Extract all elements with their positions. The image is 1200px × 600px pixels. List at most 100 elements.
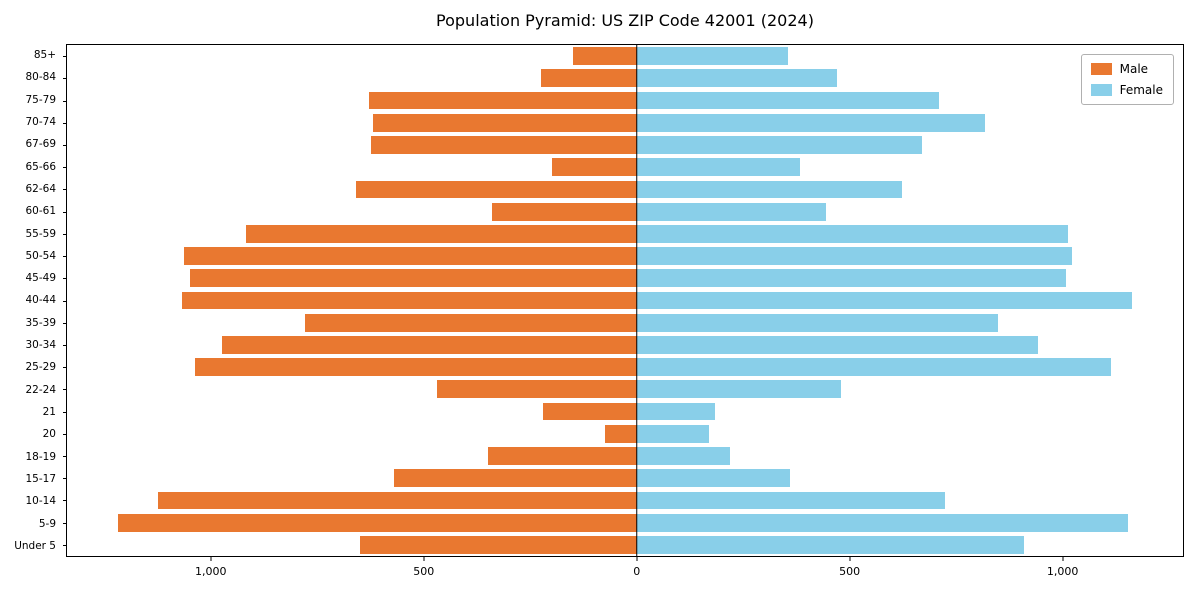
female-bar-30-34 [636, 336, 1039, 354]
y-tick-label: 5-9 [38, 517, 56, 530]
female-bar-25-29 [636, 358, 1111, 377]
y-tick-label: 35-39 [25, 316, 56, 329]
female-bar-40-44 [636, 291, 1132, 310]
female-bar-55-59 [636, 224, 1069, 243]
male-bar-Under 5 [360, 536, 637, 554]
y-tick-mark [63, 122, 67, 124]
x-tick-mark [849, 557, 851, 561]
y-tick-label: 15-17 [25, 472, 56, 485]
y-tick-mark [63, 500, 67, 502]
y-tick-label: 18-19 [25, 450, 56, 463]
female-bar-75-79 [636, 91, 939, 110]
female-bar-85+ [636, 47, 788, 65]
y-tick-mark [63, 189, 67, 191]
male-bar-18-19 [487, 447, 637, 465]
y-tick-label: 45-49 [25, 272, 56, 285]
x-tick-mark [210, 557, 212, 561]
x-tick-mark [423, 557, 425, 561]
y-tick-mark [63, 144, 67, 146]
y-axis-labels: 85+ 80-84 75-79 70-74 67-69 65-66 62-64 60-61 55… [0, 44, 60, 557]
y-tick-label: 25-29 [25, 361, 56, 374]
legend: Male Female [1080, 54, 1174, 105]
y-tick-mark [63, 211, 67, 213]
legend-label-female: Female [1119, 83, 1163, 97]
y-tick-mark [63, 389, 67, 391]
female-bar-5-9 [636, 513, 1128, 532]
y-tick-mark [63, 278, 67, 280]
female-bar-70-74 [636, 113, 986, 132]
y-tick-label: 30-34 [25, 339, 56, 352]
male-bar-30-34 [222, 336, 637, 354]
male-bar-5-9 [118, 513, 637, 532]
y-tick-label: 80-84 [25, 71, 56, 84]
y-tick-label: 55-59 [25, 227, 56, 240]
y-tick-mark [63, 300, 67, 302]
y-tick-mark [63, 78, 67, 80]
male-bar-80-84 [541, 69, 637, 88]
male-bar-62-64 [356, 180, 637, 199]
y-tick-label: 70-74 [25, 116, 56, 129]
y-tick-mark [63, 322, 67, 324]
male-bar-55-59 [245, 224, 637, 243]
female-bar-80-84 [636, 69, 837, 88]
zero-axis-line [635, 45, 638, 556]
female-bar-67-69 [636, 136, 922, 154]
y-tick-mark [63, 367, 67, 369]
male-bar-67-69 [370, 136, 637, 154]
x-tick-label: 500 [839, 565, 861, 578]
y-tick-mark [63, 233, 67, 235]
female-bar-62-64 [636, 180, 903, 199]
male-bar-35-39 [305, 313, 637, 332]
male-bar-15-17 [394, 469, 637, 488]
female-bar-50-54 [636, 247, 1073, 265]
y-tick-label: 60-61 [25, 205, 56, 218]
male-bar-40-44 [181, 291, 637, 310]
female-bar-15-17 [636, 469, 790, 488]
female-bar-60-61 [636, 202, 826, 221]
y-tick-label: 75-79 [25, 93, 56, 106]
y-tick-label: 85+ [33, 49, 56, 62]
y-tick-mark [63, 56, 67, 58]
y-tick-mark [63, 456, 67, 458]
y-tick-label: 22-24 [25, 383, 56, 396]
y-tick-mark [63, 167, 67, 169]
x-tick-label: 1,000 [195, 565, 227, 578]
male-swatch-icon [1090, 63, 1112, 75]
female-bar-18-19 [636, 447, 731, 465]
male-bar-65-66 [551, 158, 637, 177]
female-bar-21 [636, 402, 716, 421]
chart-title: Population Pyramid: US ZIP Code 42001 (2… [436, 11, 814, 30]
male-bar-75-79 [368, 91, 637, 110]
y-tick-mark [63, 100, 67, 102]
y-tick-mark [63, 478, 67, 480]
male-bar-60-61 [492, 202, 637, 221]
y-tick-label: 62-64 [25, 182, 56, 195]
male-bar-70-74 [373, 113, 637, 132]
x-tick-label: 500 [413, 565, 435, 578]
y-tick-label: 21 [42, 406, 56, 418]
female-bar-20 [636, 424, 709, 443]
y-tick-mark [63, 411, 67, 413]
legend-entry-female: Female [1090, 83, 1163, 97]
x-tick-mark [636, 557, 638, 561]
female-bar-45-49 [636, 269, 1067, 288]
y-tick-label: 67-69 [25, 138, 56, 151]
male-bar-21 [543, 402, 637, 421]
female-bar-35-39 [636, 313, 999, 332]
male-bar-50-54 [183, 247, 637, 265]
y-tick-label: 65-66 [25, 160, 56, 173]
male-bar-20 [604, 424, 637, 443]
y-tick-label: 50-54 [25, 249, 56, 262]
female-bar-Under 5 [636, 536, 1024, 554]
x-tick-label: 0 [633, 565, 641, 578]
male-bar-22-24 [436, 380, 637, 399]
y-tick-label: 40-44 [25, 294, 56, 307]
female-swatch-icon [1090, 84, 1112, 96]
legend-entry-male: Male [1090, 62, 1163, 76]
x-axis-labels: 1,000 500 0 500 1,000 [66, 557, 1184, 583]
female-bar-65-66 [636, 158, 801, 177]
plot-area: Male Female [63, 44, 1184, 557]
female-bar-10-14 [636, 491, 945, 510]
y-tick-label: 20 [42, 428, 56, 441]
